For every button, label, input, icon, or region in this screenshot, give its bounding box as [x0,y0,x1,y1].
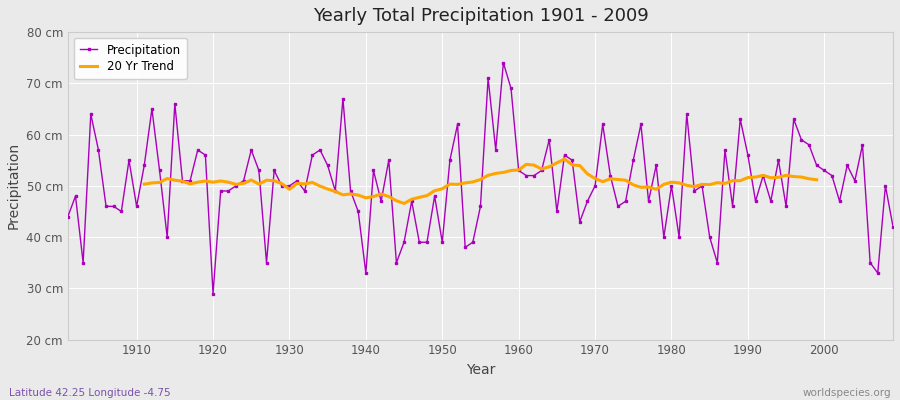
Y-axis label: Precipitation: Precipitation [7,142,21,230]
Precipitation [300,188,310,193]
Precipitation [498,60,508,65]
Precipitation [346,188,356,193]
20 Yr Trend [208,180,219,184]
20 Yr Trend [811,177,822,182]
Line: Precipitation: Precipitation [67,62,895,295]
Precipitation [521,173,532,178]
20 Yr Trend [223,180,234,184]
Precipitation [528,173,539,178]
Precipitation [62,214,73,219]
Precipitation [887,224,898,229]
Line: 20 Yr Trend: 20 Yr Trend [144,159,816,204]
Precipitation [208,291,219,296]
Text: worldspecies.org: worldspecies.org [803,388,891,398]
20 Yr Trend [276,181,287,186]
Title: Yearly Total Precipitation 1901 - 2009: Yearly Total Precipitation 1901 - 2009 [312,7,648,25]
20 Yr Trend [399,201,410,206]
20 Yr Trend [139,182,149,186]
20 Yr Trend [406,197,417,202]
Precipitation [620,199,631,204]
20 Yr Trend [750,175,760,180]
X-axis label: Year: Year [466,363,495,377]
Legend: Precipitation, 20 Yr Trend: Precipitation, 20 Yr Trend [74,38,187,79]
Precipitation [123,158,134,163]
20 Yr Trend [559,156,570,161]
Text: Latitude 42.25 Longitude -4.75: Latitude 42.25 Longitude -4.75 [9,388,171,398]
20 Yr Trend [491,171,501,176]
